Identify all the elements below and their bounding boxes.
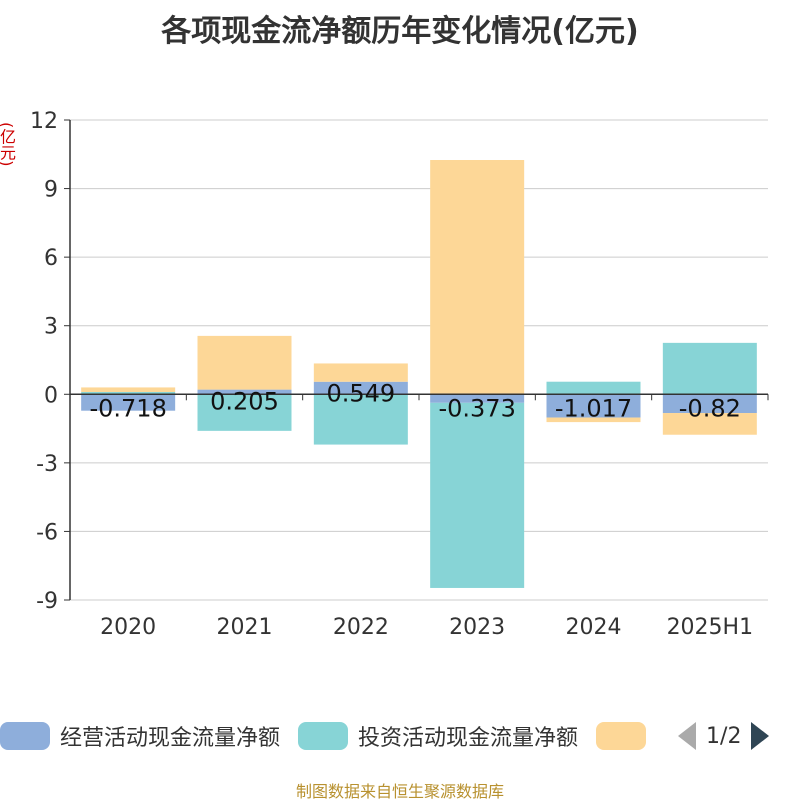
bar-series-3-2022: [313, 363, 408, 382]
legend-swatch: [298, 722, 349, 750]
y-tick-label: 3: [44, 315, 58, 340]
bar-series-2-2025H1: [662, 342, 757, 395]
x-tick-label: 2023: [449, 615, 505, 640]
bar-chart: 12 9 6 3 0 -3 -6 -9 -0.718 0.205 0.549 -0.373 -1.017…: [30, 109, 769, 640]
bar-series-3-2023: [430, 160, 525, 395]
x-tick-label: 2022: [333, 615, 389, 640]
bar-series-1-2025H1: [662, 394, 757, 414]
bar-series-2-2021: [197, 394, 292, 431]
bar-series-2-2020: [81, 392, 176, 395]
bar-series-3-2024: [546, 417, 641, 423]
triangle-left-icon[interactable]: [678, 722, 697, 750]
y-tick-label: -6: [36, 520, 58, 545]
x-tick-label: 2024: [566, 615, 622, 640]
legend-pager: 1/2: [678, 722, 770, 750]
y-tick-label: 12: [30, 109, 58, 134]
bar-series-3-2025H1: [662, 413, 757, 435]
x-tick-label: 2025H1: [667, 615, 754, 640]
data-label: -1.017: [555, 394, 632, 422]
y-tick-label: 6: [44, 246, 58, 271]
x-tick-label: 2021: [217, 615, 273, 640]
legend-item-1[interactable]: 经营活动现金流量净额: [0, 720, 280, 752]
chart-title: 各项现金流净额历年变化情况(亿元): [161, 14, 639, 49]
bar-series-1-2023: [430, 394, 525, 403]
y-tick-label: -3: [36, 452, 58, 477]
bar-series-2-2022: [313, 394, 408, 445]
data-label: -0.718: [89, 394, 166, 422]
legend: 经营活动现金流量净额 投资活动现金流量净额 1/2: [0, 716, 800, 756]
bar-series-3-2020: [81, 387, 176, 392]
bar-series-2-2023: [430, 402, 525, 588]
triangle-right-icon[interactable]: [751, 722, 770, 750]
bar-series-1-2021: [197, 389, 292, 395]
legend-label: 经营活动现金流量净额: [60, 726, 281, 751]
data-label: -0.82: [679, 394, 741, 422]
bar-series-1-2020: [81, 394, 176, 411]
legend-page-indicator: 1/2: [706, 723, 742, 749]
data-label: -0.373: [438, 394, 515, 422]
legend-item-2[interactable]: 投资活动现金流量净额: [298, 720, 578, 752]
y-tick-label: -9: [36, 589, 58, 614]
data-label: 0.205: [210, 388, 279, 416]
bar-series-2-2024: [546, 381, 641, 395]
legend-swatch: [596, 722, 647, 750]
y-tick-label: 9: [44, 178, 58, 203]
y-axis-unit: (亿元): [0, 122, 16, 167]
bar-series-3-2021: [197, 335, 292, 390]
legend-item-3[interactable]: [596, 722, 656, 750]
y-tick-label: 0: [44, 383, 58, 408]
legend-label: 投资活动现金流量净额: [358, 726, 579, 751]
data-source: 制图数据来自恒生聚源数据库: [295, 782, 504, 801]
x-tick-label: 2020: [100, 615, 156, 640]
data-label: 0.549: [326, 380, 395, 408]
bar-series-1-2022: [313, 381, 408, 395]
legend-swatch: [0, 722, 50, 750]
bar-series-1-2024: [546, 394, 641, 418]
